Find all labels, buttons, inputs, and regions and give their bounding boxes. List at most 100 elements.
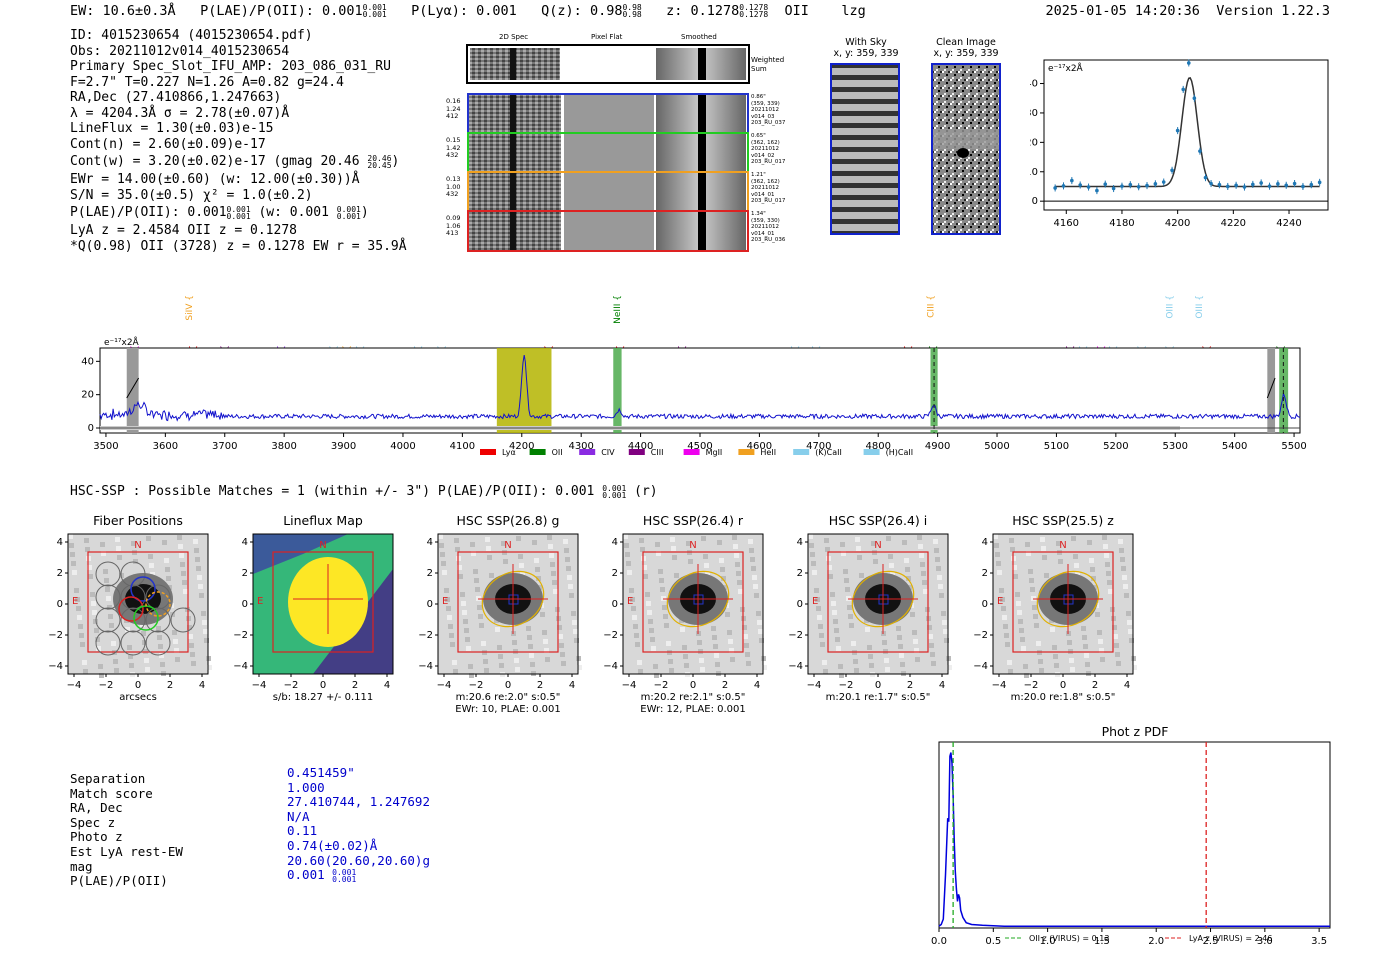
- info-line: Obs: 20211012v014_4015230654: [70, 43, 290, 59]
- image-panel: Lineflux Map N E 4 2 0 −2 −4 −4 −2 0 2 4 s/b: 18.27 +…: [225, 510, 405, 725]
- legend-swatch: [628, 449, 645, 455]
- data-point: [1186, 61, 1191, 65]
- data-point: [1175, 128, 1180, 133]
- info-line: Primary Spec_Slot_IFU_AMP: 203_086_031_R…: [70, 59, 391, 74]
- with-sky-title: With Sky x, y: 359, 339: [833, 37, 899, 59]
- x-tick-label: 4: [569, 680, 575, 691]
- x-tick-label: 3900: [331, 441, 356, 452]
- x-tick-label: 4: [199, 680, 205, 691]
- hsc-heading: HSC-SSP : Possible Matches = 1 (within +…: [70, 483, 658, 500]
- header-z: z: 0.1278: [666, 3, 740, 19]
- match-label: Match score: [70, 785, 153, 801]
- data-point: [1276, 182, 1280, 186]
- x-tick-label: 4220: [1221, 218, 1246, 229]
- x-tick-label: 4: [754, 680, 760, 691]
- col-header: 2D Spec: [499, 33, 529, 41]
- east-label: E: [257, 596, 263, 607]
- data-point: [1061, 184, 1066, 188]
- y-tick-label: 4: [612, 537, 618, 548]
- y-tick-label: 40: [1030, 79, 1038, 90]
- info-line: LineFlux = 1.30(±0.03)e-15: [70, 121, 274, 136]
- data-point: [1217, 182, 1222, 187]
- x-tick-label: −4: [252, 680, 267, 691]
- ellipse-fit: [851, 570, 915, 628]
- y-tick-label: 4: [427, 537, 433, 548]
- aperture-box: [272, 551, 374, 653]
- y-tick-label: 20: [81, 390, 94, 401]
- fiber-circle: [95, 630, 121, 656]
- fiber-circle: [130, 576, 156, 602]
- legend-swatch: [738, 449, 755, 455]
- sky-svg: [830, 63, 1001, 235]
- row-right-meta: 1.21" (362, 162) 20211012 v014_01 203_RU_017: [751, 172, 786, 204]
- match-value: 0.11: [287, 823, 318, 839]
- zoom-line-fit-chart: e⁻¹⁷x2Å 4160 4180 4200 4220 4240 0 10 20 30 40: [1030, 59, 1329, 229]
- legend-swatch: [683, 449, 700, 455]
- emission-line-mark: [698, 48, 706, 80]
- east-label: E: [72, 596, 78, 607]
- masked-region: [126, 348, 139, 433]
- image-panel: HSC SSP(25.5) z N E 4 2 0 −2 −4 −4 −2 0 2 4 m:20.0 re…: [965, 510, 1145, 725]
- data-point: [1209, 181, 1213, 186]
- match-value: 0.74(±0.02)Å: [287, 837, 378, 853]
- image-panel: HSC SSP(26.4) r N E 4 2 0 −2 −4 −4 −2 0 2 4 m:20.2 re…: [595, 510, 775, 725]
- x-tick-label: 2: [1092, 680, 1098, 691]
- x-tick-label: 0: [135, 680, 141, 691]
- info-plae: P(LAE)/P(OII): 0.001 0.001 0.001 (w: 0.001…: [70, 204, 369, 221]
- spectrum-legend: Lyα OII CIV CIII MgII HeII (K)CaII (H)CaII: [480, 448, 913, 457]
- match-label: Est LyA rest-EW: [70, 843, 183, 859]
- x-tick-label: 0.5: [985, 936, 1001, 947]
- x-tick-label: 4160: [1054, 218, 1079, 229]
- x-tick-label: 4000: [390, 441, 415, 452]
- gaussian-fit-line: [1055, 77, 1320, 188]
- x-tick-label: −2: [284, 680, 299, 691]
- data-point: [1070, 178, 1074, 183]
- y-tick-label: 0: [57, 599, 63, 610]
- header-line: OII: [784, 3, 809, 19]
- x-tick-label: −2: [654, 680, 669, 691]
- legend-label: (K)CaII: [815, 448, 842, 457]
- zoom-unit-label: e⁻¹⁷x2Å: [1048, 62, 1084, 74]
- x-tick-label: 4600: [747, 441, 772, 452]
- x-tick-label: 2: [907, 680, 913, 691]
- data-point: [1309, 182, 1314, 187]
- panel-caption: EWr: 10, PLAE: 0.001: [455, 704, 561, 715]
- data-point: [1317, 180, 1322, 185]
- legend-label: (H)CaII: [886, 448, 913, 457]
- x-tick-label: 5000: [984, 441, 1009, 452]
- y-tick-label: 0: [982, 599, 988, 610]
- fiber-circle: [145, 630, 171, 656]
- line-id-label: OIII {: [1195, 295, 1205, 319]
- data-point: [1170, 168, 1174, 173]
- row-right-meta: 1.34" (359, 330) 20211012 v014_01 203_RU_036: [751, 211, 786, 243]
- data-point: [1153, 182, 1158, 186]
- x-tick-label: 4900: [925, 441, 950, 452]
- match-label: Spec z: [70, 814, 116, 830]
- y-tick-label: 0: [427, 599, 433, 610]
- legend-label: OII: [552, 448, 563, 457]
- x-tick-label: −4: [437, 680, 452, 691]
- match-label: P(LAE)/P(OII): [70, 873, 168, 889]
- x-tick-label: −2: [469, 680, 484, 691]
- north-label: N: [319, 540, 326, 551]
- y-tick-label: 0: [612, 599, 618, 610]
- panel-caption: m:20.1 re:1.7" s:0.5": [826, 692, 931, 703]
- y-tick-label: −2: [603, 630, 618, 641]
- col-header: Pixel Flat: [591, 33, 623, 41]
- aperture-box: [642, 551, 744, 653]
- north-label: N: [134, 540, 141, 551]
- y-tick-label: −4: [973, 661, 988, 672]
- row-right-meta: 0.65" (362, 162) 20211012 v014_02 203_RU_017: [751, 133, 786, 165]
- north-label: N: [504, 540, 511, 551]
- panel-caption: s/b: 18.27 +/- 0.111: [273, 692, 373, 703]
- x-tick-label: 3800: [271, 441, 296, 452]
- row-left-meta: 0.13 1.00 432: [446, 175, 461, 198]
- data-point: [1267, 184, 1272, 188]
- x-tick-label: 5400: [1222, 441, 1247, 452]
- header-right: 2025-01-05 14:20:36 Version 1.22.3: [1046, 3, 1331, 19]
- match-values: 0.451459" 1.000 27.410744, 1.247692 N/A …: [287, 765, 430, 883]
- match-labels: Separation Match score RA, Dec Spec z Ph…: [70, 771, 183, 889]
- info-ewr: EWr = 14.00(±0.60) (w: 12.00(±0.30))Å: [70, 172, 360, 187]
- fiber-circle: [170, 607, 196, 633]
